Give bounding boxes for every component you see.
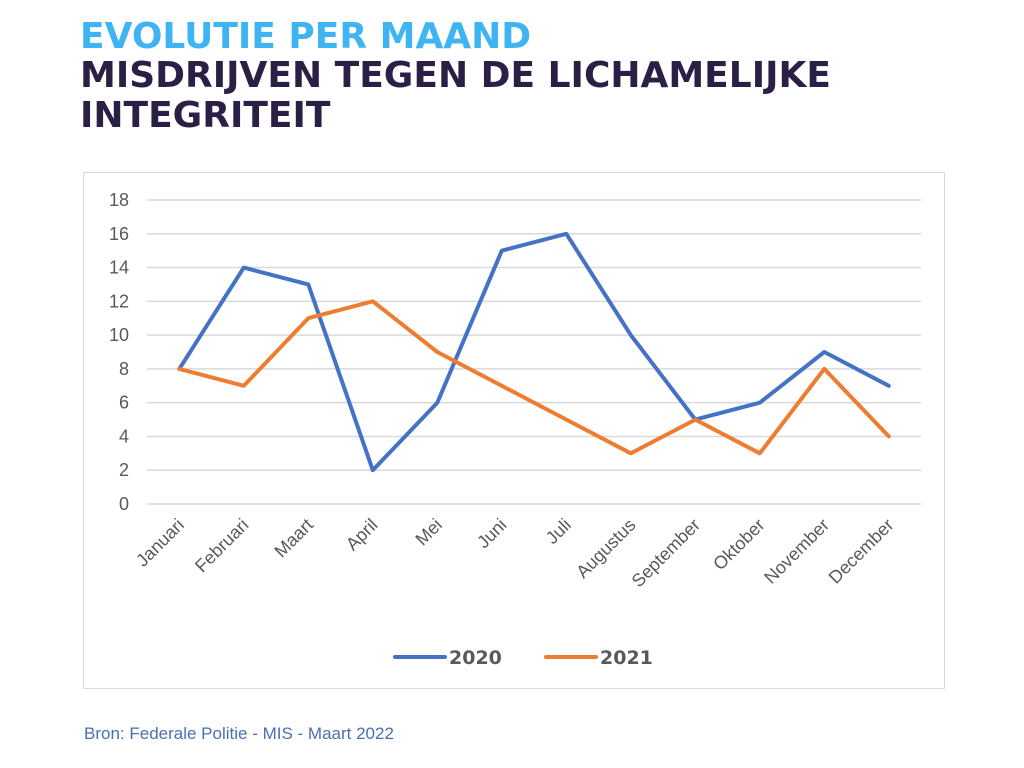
chart-title-accent: EVOLUTIE PER MAAND [80, 16, 532, 57]
source-note: Bron: Federale Politie - MIS - Maart 202… [84, 724, 394, 743]
x-tick-label: Mei [411, 515, 446, 550]
y-tick-label: 18 [109, 190, 129, 210]
x-tick-label: Februari [191, 515, 253, 577]
y-tick-label: 8 [119, 359, 129, 379]
x-tick-label: September [628, 515, 704, 591]
x-tick-label: Juni [473, 515, 510, 552]
y-tick-label: 16 [109, 224, 129, 244]
y-tick-label: 14 [109, 258, 129, 278]
x-tick-label: Maart [270, 515, 317, 562]
y-tick-label: 12 [109, 291, 129, 311]
x-tick-label: April [342, 515, 382, 555]
series-line-2021 [177, 299, 891, 456]
chart-frame: 0 2 4 6 8 10 12 14 16 18 Januari Februari Maart April… [83, 172, 945, 689]
x-tick-label: Juli [542, 515, 575, 548]
legend-label-2021: 2021 [600, 647, 653, 669]
x-tick-label: Januari [132, 515, 188, 571]
y-tick-label: 10 [109, 325, 129, 345]
y-tick-label: 2 [119, 460, 129, 480]
y-tick-label: 6 [119, 393, 129, 413]
line-chart: 0 2 4 6 8 10 12 14 16 18 Januari Februari Maart April… [109, 190, 921, 669]
series-line-2020 [177, 231, 891, 473]
y-tick-label: 4 [119, 426, 129, 446]
legend-label-2020: 2020 [449, 647, 502, 669]
x-tick-label: December [825, 515, 898, 588]
x-tick-label: Augustus [572, 515, 639, 582]
chart-title-main: MISDRIJVEN TEGEN DE LICHAMELIJKE INTEGRI… [80, 55, 831, 136]
y-tick-label: 0 [119, 494, 129, 514]
x-tick-label: November [760, 515, 833, 588]
x-tick-label: Oktober [709, 515, 768, 574]
